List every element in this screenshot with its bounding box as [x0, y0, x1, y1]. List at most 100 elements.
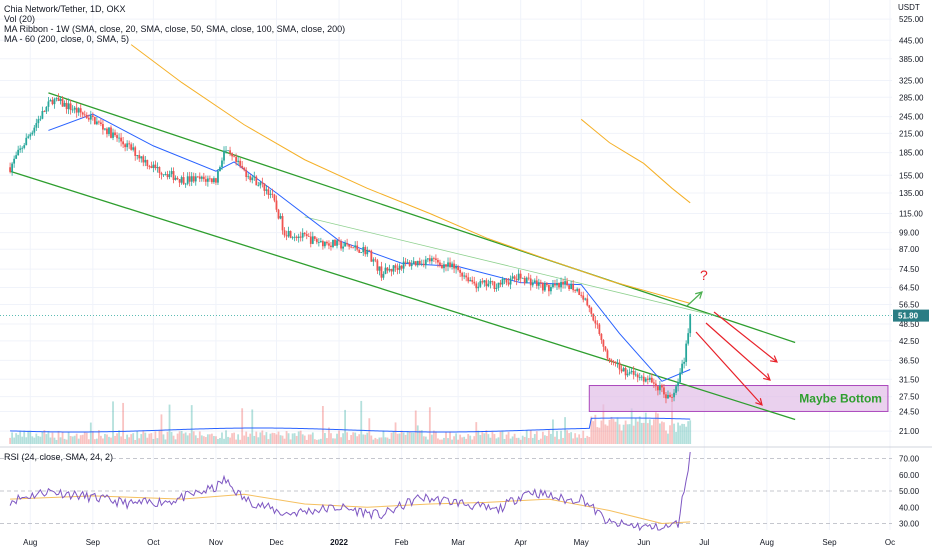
volume-bar — [439, 439, 441, 444]
candle-body — [505, 279, 508, 283]
candle-body — [239, 160, 242, 166]
candle-body — [652, 382, 655, 384]
volume-bar — [485, 430, 488, 444]
volume-bar — [483, 433, 486, 444]
volume-bar — [188, 433, 191, 444]
candle-body — [202, 176, 205, 180]
volume-bar — [616, 417, 619, 444]
candle-body — [297, 236, 300, 239]
volume-bar — [142, 430, 145, 444]
volume-bar — [424, 436, 427, 444]
candle-body — [406, 261, 409, 263]
volume-bar — [491, 431, 494, 444]
volume-bar — [118, 430, 120, 444]
candle-body — [118, 137, 120, 139]
candle-body — [273, 194, 276, 201]
volume-bar — [568, 433, 571, 444]
candle-body — [364, 247, 367, 255]
candle-body — [539, 282, 542, 284]
volume-bar — [100, 435, 102, 444]
volume-bar — [546, 435, 548, 444]
candle-body — [507, 282, 510, 285]
candle-body — [630, 370, 633, 373]
volume-bar — [59, 437, 62, 444]
volume-bar — [519, 439, 522, 444]
candle-body — [392, 265, 395, 272]
candle-body — [53, 98, 56, 105]
volume-bar — [255, 431, 258, 444]
candle-body — [667, 394, 669, 399]
volume-bar — [265, 432, 268, 444]
candle-body — [525, 277, 528, 284]
volume-bar — [249, 433, 252, 444]
volume-bar — [624, 420, 627, 444]
volume-bar — [378, 437, 381, 444]
candle-body — [414, 261, 417, 266]
time-axis-label: Oc — [885, 538, 895, 547]
candle-body — [404, 261, 407, 263]
candle-body — [586, 298, 589, 306]
price-axis-currency: USDT — [898, 3, 920, 12]
candle-body — [372, 259, 375, 262]
candle-body — [152, 164, 155, 168]
candle-body — [477, 286, 480, 289]
volume-bar — [570, 432, 573, 444]
volume-bar — [152, 438, 155, 444]
candle-body — [319, 241, 322, 243]
candle-body — [223, 150, 225, 161]
volume-bar — [554, 436, 556, 444]
volume-bar — [69, 436, 72, 444]
volume-bar — [610, 416, 613, 444]
rsi-legend: RSI (24, close, SMA, 24, 2) — [4, 452, 114, 462]
volume-bar — [257, 437, 260, 444]
volume-bar — [435, 431, 437, 444]
candle-body — [354, 245, 357, 248]
candle-body — [673, 392, 675, 398]
volume-bar — [489, 437, 492, 444]
price-axis-tick: 185.00 — [899, 149, 924, 158]
volume-bar — [404, 434, 407, 444]
volume-bar — [324, 432, 326, 444]
volume-bar — [239, 439, 242, 444]
rsi-axis-tick: 30.00 — [899, 520, 920, 529]
candle-body — [184, 183, 187, 185]
candle-body — [313, 236, 316, 239]
candle-body — [91, 115, 94, 117]
volume-bar — [477, 430, 480, 444]
volume-bar — [509, 438, 512, 444]
candle-body — [39, 118, 42, 120]
volume-bar — [669, 425, 671, 444]
candle-body — [332, 239, 334, 248]
candle-body — [592, 313, 595, 321]
time-axis-label: Dec — [269, 538, 283, 547]
volume-bar — [687, 421, 690, 444]
volume-bar — [590, 416, 593, 444]
candle-body — [303, 232, 306, 235]
candle-body — [479, 281, 482, 287]
volume-bar — [386, 437, 389, 444]
volume-bars — [9, 400, 692, 444]
volume-bar — [602, 404, 605, 444]
volume-bar — [689, 420, 692, 444]
volume-bar — [469, 435, 472, 444]
volume-bar — [128, 437, 131, 444]
candle-body — [513, 276, 516, 279]
volume-bar — [237, 434, 240, 444]
candle-body — [11, 163, 14, 172]
volume-bar — [406, 431, 409, 444]
volume-bar — [566, 430, 568, 444]
candle-body — [578, 288, 581, 295]
volume-bar — [646, 423, 649, 444]
volume-bar — [95, 438, 98, 444]
candle-body — [562, 281, 564, 285]
candle-body — [424, 259, 427, 266]
time-axis-label: Aug — [760, 538, 774, 547]
volume-bar — [614, 421, 617, 444]
candle-body — [33, 127, 36, 133]
volume-bar — [578, 434, 581, 444]
candle-body — [663, 387, 665, 395]
candle-body — [675, 386, 677, 393]
volume-bar — [683, 424, 686, 444]
volume-bar — [487, 434, 490, 444]
